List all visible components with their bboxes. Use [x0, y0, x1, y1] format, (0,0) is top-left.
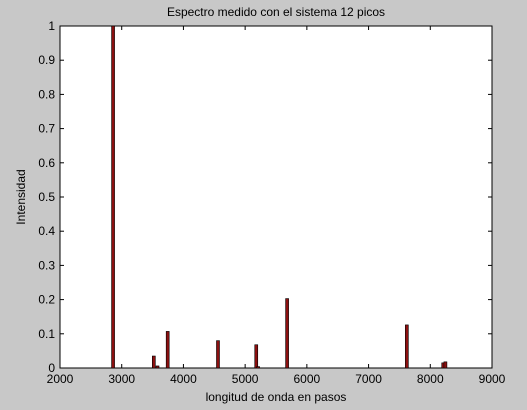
spectrum-bar [111, 25, 115, 369]
x-axis-ticks: 2000 3000 4000 5000 6000 7000 8000 9000 [47, 26, 506, 386]
x-tick-label: 3000 [108, 372, 135, 386]
y-tick-label: 0.6 [38, 156, 55, 170]
x-axis-label: longitud de onda en pasos [206, 390, 347, 404]
spectrum-bar [285, 298, 289, 369]
x-tick-label: 8000 [417, 372, 444, 386]
y-tick-label: 0.9 [38, 53, 55, 67]
spectrum-bar [405, 324, 409, 369]
x-tick-label: 5000 [232, 372, 259, 386]
plot-area [59, 25, 493, 369]
y-tick-label: 0.4 [38, 224, 55, 238]
y-tick-label: 0 [48, 361, 55, 375]
y-tick-label: 0.8 [38, 87, 55, 101]
y-tick-label: 0.5 [38, 190, 55, 204]
x-tick-label: 7000 [355, 372, 382, 386]
y-tick-label: 1 [48, 19, 55, 33]
x-tick-label: 2000 [47, 372, 74, 386]
spectrum-bar [216, 340, 220, 369]
x-tick-label: 9000 [479, 372, 506, 386]
spectrum-bar [443, 361, 448, 369]
y-tick-label: 0.2 [38, 293, 55, 307]
x-tick-label: 4000 [170, 372, 197, 386]
y-axis-ticks: 0 0.1 0.2 0.3 0.4 0.5 0.6 0.7 0.8 0.9 1 [38, 19, 492, 375]
spectrum-bar [155, 365, 160, 369]
y-tick-label: 0.3 [38, 258, 55, 272]
y-tick-label: 0.7 [38, 122, 55, 136]
chart-title: Espectro medido con el sistema 12 picos [167, 5, 385, 19]
x-tick-label: 6000 [294, 372, 321, 386]
spectrum-bar [256, 366, 260, 369]
spectrum-bar [165, 331, 170, 369]
y-axis-label: Intensidad [14, 169, 28, 224]
bar-series [111, 25, 448, 369]
spectrum-bar [254, 344, 259, 369]
y-tick-label: 0.1 [38, 327, 55, 341]
spectrum-bar [152, 355, 156, 369]
